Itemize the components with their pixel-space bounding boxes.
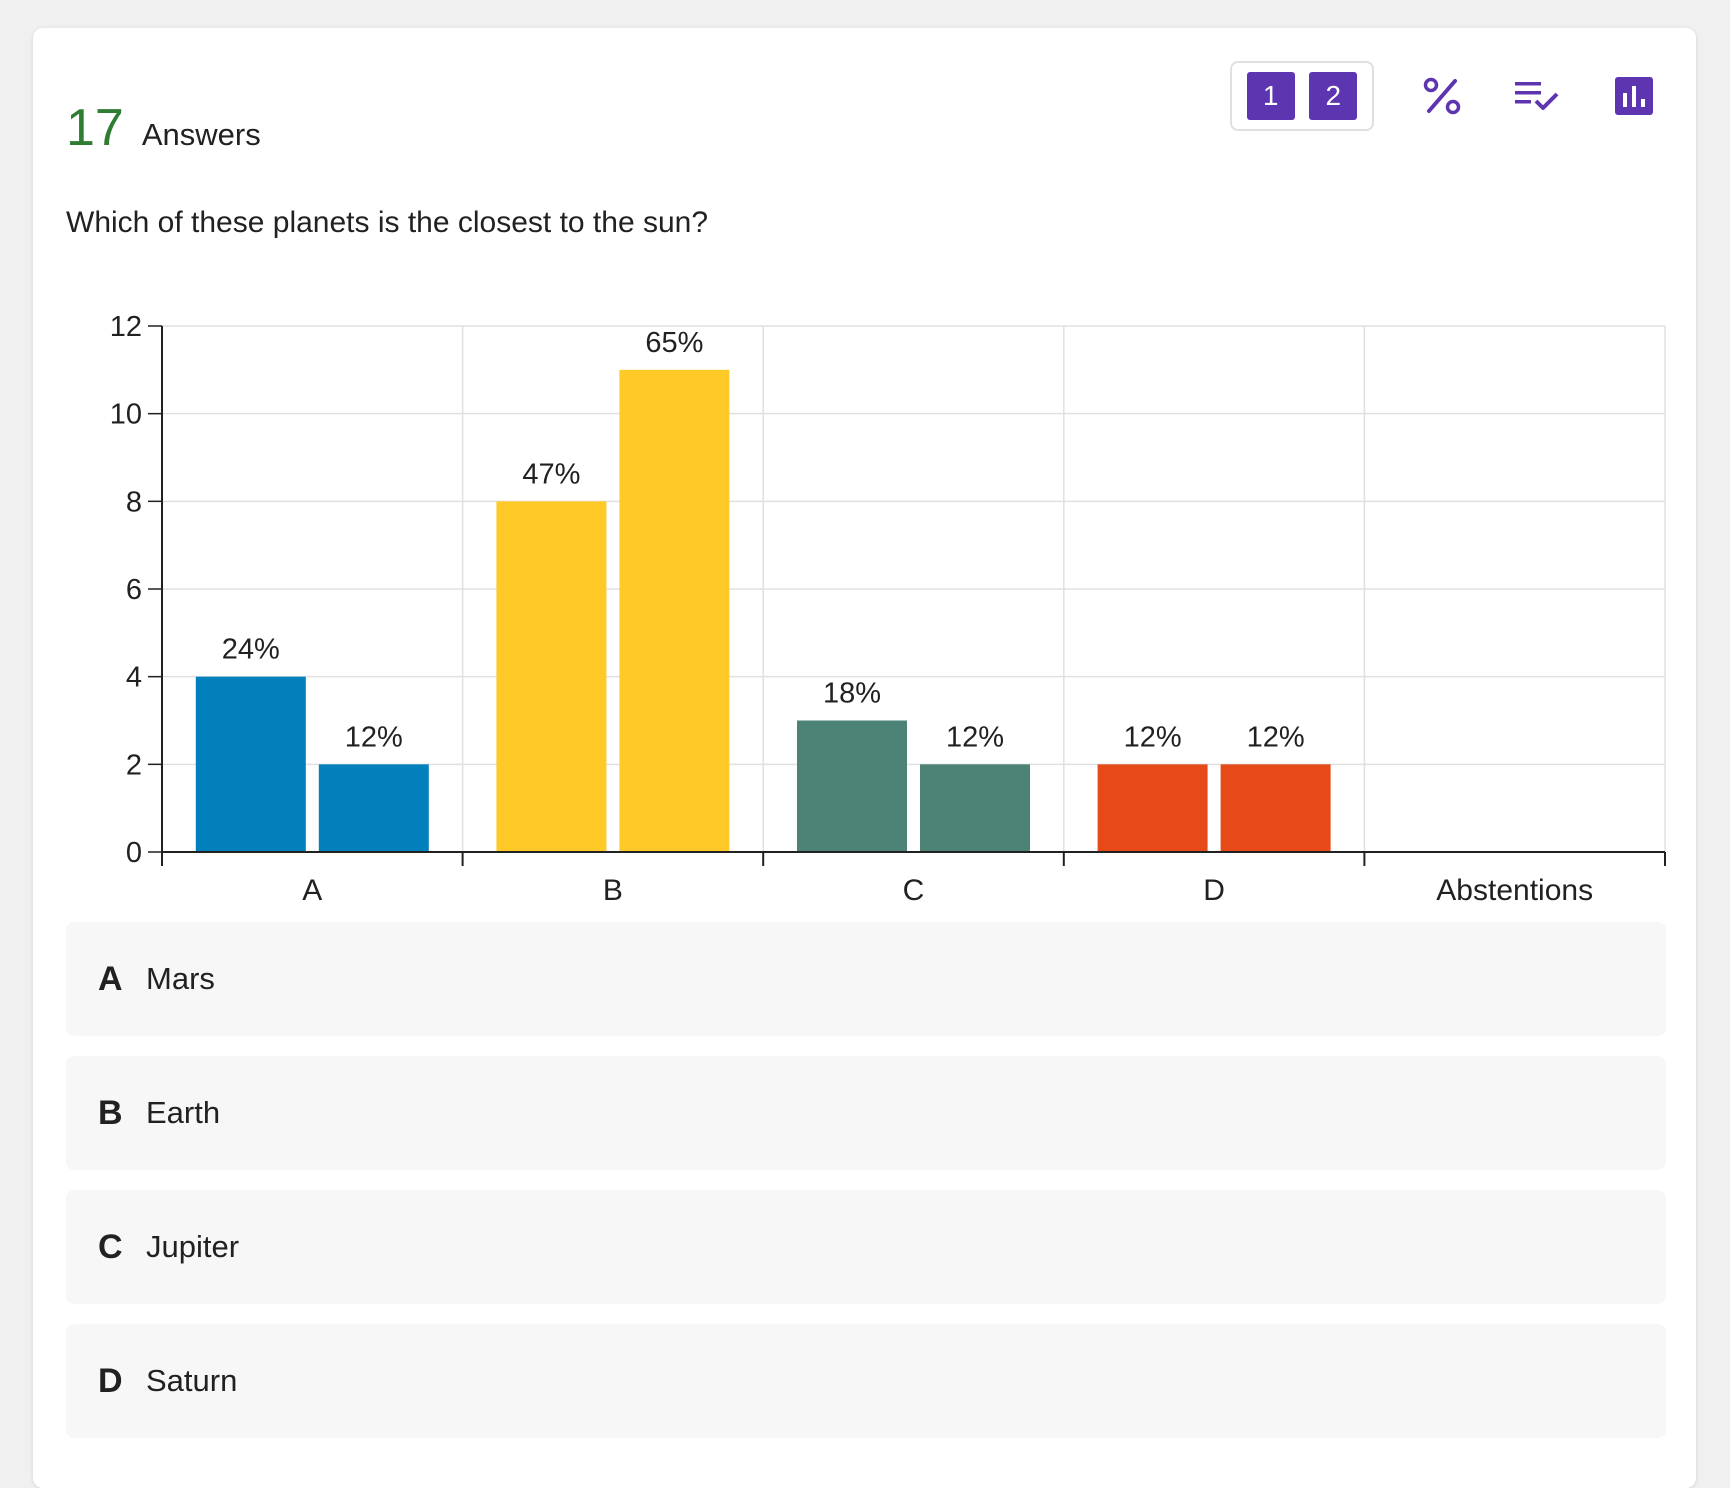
bar-d-round-2 xyxy=(1220,764,1331,852)
bar-data-label: 12% xyxy=(1247,721,1305,753)
bar-b-round-1 xyxy=(496,501,607,852)
x-tick-label: A xyxy=(302,874,322,907)
option-c: C Jupiter xyxy=(66,1190,1666,1304)
answers-header: 17 Answers xyxy=(66,98,261,168)
option-b: B Earth xyxy=(66,1056,1666,1170)
answer-options: A Mars B Earth C Jupiter D Saturn xyxy=(66,922,1666,1458)
option-letter: C xyxy=(98,1227,123,1266)
option-letter: A xyxy=(98,959,123,998)
y-tick-label: 0 xyxy=(126,837,142,869)
bar-data-label: 12% xyxy=(946,721,1004,753)
y-tick-label: 10 xyxy=(110,399,142,431)
checklist-icon xyxy=(1515,82,1559,110)
bar-data-label: 12% xyxy=(1124,721,1182,753)
y-tick-label: 4 xyxy=(126,662,142,694)
bar-data-label: 24% xyxy=(222,634,280,666)
round-1-button[interactable]: 1 xyxy=(1246,72,1295,120)
option-a: A Mars xyxy=(66,922,1666,1036)
y-tick-label: 6 xyxy=(126,574,142,606)
option-text: Mars xyxy=(146,961,215,996)
bar-chart-icon xyxy=(1615,77,1653,115)
bar-c-round-1 xyxy=(797,720,907,852)
option-d: D Saturn xyxy=(66,1324,1666,1438)
bar-a-round-2 xyxy=(318,764,429,852)
y-tick-label: 8 xyxy=(126,486,142,518)
results-card: 17 Answers 1 2 xyxy=(33,28,1696,1488)
y-tick-label: 2 xyxy=(126,749,142,781)
option-letter: B xyxy=(98,1093,123,1132)
option-text: Saturn xyxy=(146,1363,238,1398)
option-text: Earth xyxy=(146,1095,221,1130)
x-tick-label: Abstentions xyxy=(1436,874,1593,907)
x-tick-label: C xyxy=(903,874,925,907)
question-text: Which of these planets is the closest to… xyxy=(66,206,709,239)
x-tick-label: D xyxy=(1203,874,1225,907)
results-bar-chart: 0 2 4 6 8 10 12 24% 12% 47% 65% 18% 12% 12% 12% A B C D Abs… xyxy=(110,311,1666,907)
bar-data-label: 65% xyxy=(645,327,703,359)
bar-b-round-2 xyxy=(619,369,730,852)
bar-data-label: 18% xyxy=(823,678,881,710)
bar-data-label: 12% xyxy=(345,721,403,753)
bar-c-round-2 xyxy=(920,764,1030,852)
answer-label: Answers xyxy=(141,117,261,152)
answer-count: 17 xyxy=(66,99,124,157)
percent-icon xyxy=(1423,77,1461,115)
bar-d-round-1 xyxy=(1097,764,1208,852)
y-tick-label: 12 xyxy=(110,311,142,343)
option-text: Jupiter xyxy=(146,1229,240,1264)
x-tick-label: B xyxy=(603,874,623,907)
bar-a-round-1 xyxy=(195,676,306,852)
show-correct-button[interactable] xyxy=(1510,68,1566,124)
results-toolbar: 1 2 xyxy=(1230,60,1662,132)
bar-data-label: 47% xyxy=(522,458,580,490)
chart-view-button[interactable] xyxy=(1606,68,1662,124)
option-letter: D xyxy=(98,1361,123,1400)
percent-toggle-button[interactable] xyxy=(1414,68,1470,124)
round-selector: 1 2 xyxy=(1230,61,1374,131)
round-2-button[interactable]: 2 xyxy=(1309,72,1358,120)
